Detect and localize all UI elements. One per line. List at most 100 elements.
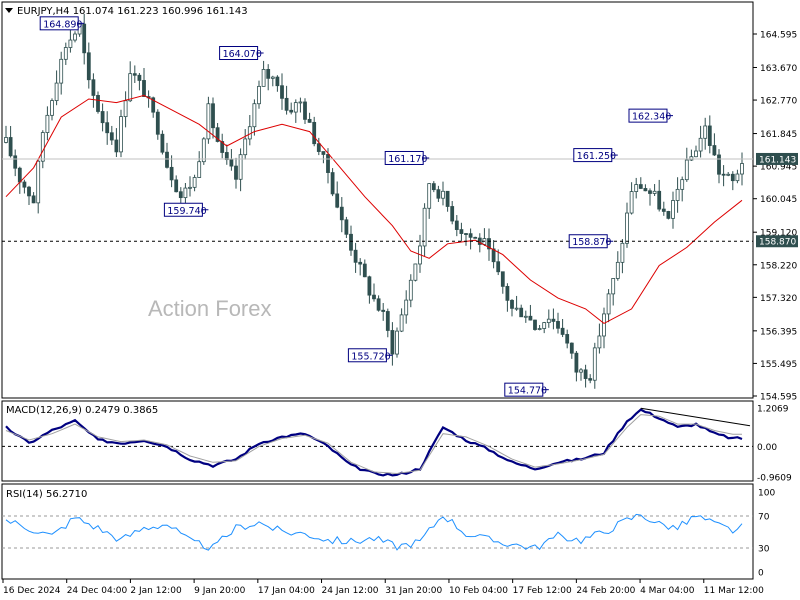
rsi-layer: 100 70 30 0: [2, 489, 775, 579]
candle-body: [123, 100, 128, 118]
macd-header: MACD(12,26,9) 0.2479 0.3865: [6, 405, 158, 416]
time-tick-label: 24 Feb 20:00: [576, 586, 635, 596]
time-tick-label: 10 Feb 04:00: [449, 586, 508, 596]
candle-body: [289, 109, 294, 113]
price-tick-label: 161.845: [760, 130, 797, 140]
annotation-box: [39, 16, 79, 31]
candle-body: [201, 138, 206, 163]
price-tick-label: 160.045: [760, 195, 797, 205]
candle-body: [583, 369, 588, 379]
candle-body: [694, 150, 698, 158]
candle-body: [606, 293, 611, 315]
candle-body: [648, 190, 652, 194]
candle-body: [588, 378, 593, 381]
candle-body: [188, 186, 192, 189]
annotation-box: [504, 382, 544, 397]
candle-body: [684, 159, 689, 181]
price-pane-frame: [1, 1, 754, 399]
candle-body: [298, 101, 303, 104]
candle-body: [422, 207, 427, 247]
candle-body: [224, 152, 229, 161]
candle-body: [450, 206, 455, 222]
rsi-tick-label: 0: [758, 569, 764, 579]
candle-body: [234, 165, 238, 180]
current-price-tag: 161.143: [756, 152, 798, 165]
candle-body: [689, 156, 694, 161]
candle-body: [413, 263, 418, 281]
candle-body: [206, 103, 211, 140]
time-tick-label: 11 Mar 12:00: [704, 586, 764, 596]
price-tick-label: 162.770: [760, 97, 797, 107]
price-tick-label: 163.670: [760, 64, 797, 74]
time-tick-label: 2 Jan 12:00: [130, 586, 182, 596]
candle-body: [165, 151, 169, 168]
price-annotations: 164.890 159.740 164.070 155.720 161.170 154.7…: [39, 16, 673, 397]
annotation-159.740: 159.740: [163, 202, 209, 217]
candle-body: [625, 212, 629, 244]
candle-body: [128, 73, 133, 102]
candle-body: [390, 330, 395, 355]
time-tick-label: 16 Dec 2024: [3, 586, 61, 596]
price-tick-label: 156.395: [760, 327, 797, 337]
candle-body: [611, 278, 616, 295]
candle-body: [404, 299, 409, 316]
annotation-box: [347, 348, 387, 363]
annotation-box: [384, 150, 424, 165]
price-tick-label: 164.595: [760, 31, 797, 41]
time-tick-label: 24 Jan 12:00: [322, 586, 379, 596]
candle-body: [735, 173, 740, 182]
candle-body: [629, 191, 634, 214]
candle-body: [519, 307, 524, 318]
candle-body: [634, 184, 639, 192]
macd-signal-line: [5, 414, 742, 475]
candle-body: [565, 334, 570, 344]
candle-body: [335, 193, 340, 208]
candle-body: [408, 279, 413, 301]
candle-body: [192, 177, 197, 188]
candle-body: [661, 208, 666, 212]
candle-body: [63, 47, 68, 60]
candle-body: [68, 39, 73, 48]
candle-body: [114, 139, 119, 153]
candle-body: [229, 159, 234, 167]
rsi-tick-label: 100: [758, 489, 775, 499]
watermark: Action Forex: [148, 296, 272, 321]
candle-body: [238, 154, 243, 180]
annotation-label: 158.870: [572, 237, 611, 248]
annotation-162.340: 162.340: [628, 108, 673, 123]
candle-body: [284, 97, 289, 111]
candle-body: [183, 187, 188, 199]
candle-body: [468, 233, 473, 238]
candle-body: [459, 229, 464, 234]
candle-body: [740, 163, 744, 175]
macd-trendline: [640, 407, 751, 427]
candle-body: [698, 137, 703, 152]
candle-body: [155, 111, 160, 135]
candle-body: [50, 100, 54, 116]
candle-body: [399, 314, 404, 332]
candle-body: [31, 195, 36, 204]
candle-body: [675, 188, 680, 201]
candle-body: [137, 74, 142, 81]
annotation-label: 164.070: [223, 49, 262, 60]
annotation-label: 154.770: [508, 386, 547, 397]
annotation-label: 164.890: [43, 19, 82, 30]
candle-body: [615, 261, 620, 279]
annotation-label: 159.740: [167, 206, 206, 217]
price-overlays: [2, 94, 753, 324]
rsi-header: RSI(14) 56.2710: [6, 489, 87, 500]
annotation-box: [163, 202, 203, 217]
candle-body: [445, 190, 450, 207]
candle-body: [560, 327, 565, 335]
annotation-label: 161.170: [388, 154, 427, 165]
candle-body: [174, 179, 179, 193]
price-tick-label: 157.320: [760, 294, 797, 304]
annotation-154.770: 154.770: [504, 382, 549, 397]
price-tick-label: 160.945: [760, 163, 797, 173]
candle-body: [105, 122, 110, 134]
candle-body: [546, 318, 551, 324]
support-price-tag-text: 158.870: [759, 238, 796, 248]
candle-body: [652, 190, 657, 194]
candle-body: [132, 73, 137, 76]
candle-body: [22, 181, 27, 188]
